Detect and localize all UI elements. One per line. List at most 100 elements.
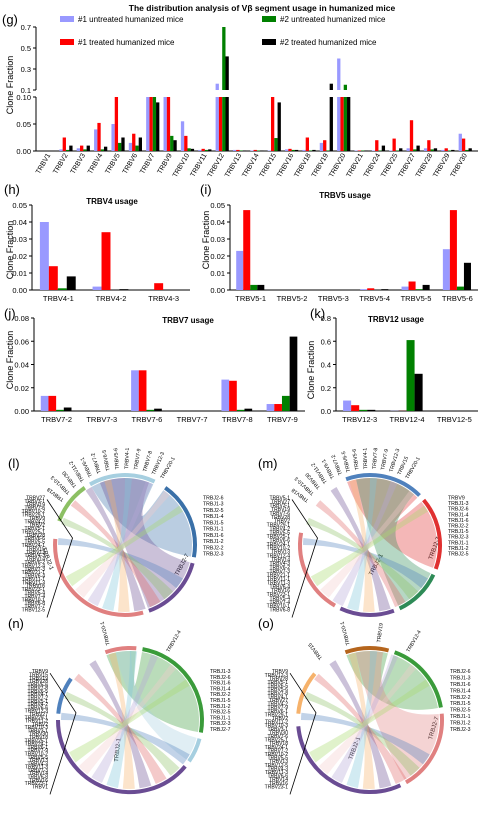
chord-v-label-left: TRBV21-1 — [22, 570, 46, 576]
x-tick-label: TRBV12-3 — [342, 415, 377, 424]
bar-g-lower — [128, 142, 133, 151]
chord-v-label-left: TRBV7-6 — [269, 511, 290, 517]
bar — [449, 210, 457, 290]
bar-g-upper — [225, 56, 229, 90]
chord-j-label: TRBJ2-3 — [448, 535, 469, 541]
chord-j-label: TRBJ2-3 — [203, 552, 224, 558]
bar — [415, 289, 423, 290]
y-tick-label-upper: 0.3 — [21, 65, 31, 74]
y-tick-label: 0.03 — [210, 235, 225, 244]
x-tick-label: TRBV12-4 — [389, 415, 424, 424]
chord-track-arc — [164, 486, 197, 558]
chord-v-label-left: TRBV10-2 — [22, 509, 46, 515]
legend-swatch-treated2 — [262, 39, 276, 45]
panel-label-j: (j) — [4, 306, 16, 321]
chord-v-label-left: TRBV2 — [29, 523, 45, 529]
chord-v-label-left: TRBV4-3 — [267, 766, 288, 772]
chord-v-label: TRBV6-5 — [102, 449, 112, 471]
chord-v-label: TRBV7-8 — [142, 450, 154, 472]
chord-v-label-left: TRBV4-2 — [269, 526, 290, 532]
chord-bracket — [289, 672, 317, 795]
bar-g-lower — [340, 97, 344, 151]
chord-v-label-left: TRBV5-5 — [24, 540, 45, 546]
chord-j-label: TRBJ1-2 — [203, 539, 224, 545]
chord-v-label-left: TRBV27 — [26, 496, 45, 502]
chord-v-label-left: TRBV23-1 — [267, 592, 291, 598]
bar — [289, 336, 298, 411]
bar — [244, 408, 253, 411]
chord-j-label: TRBJ1-6 — [448, 518, 469, 524]
chord-v-label-left: TRBV10-3 — [25, 725, 49, 731]
chord-v-label-left: TRBV10-2 — [25, 751, 49, 757]
y-tick-label: 0.04 — [12, 218, 27, 227]
chord-ribbon — [115, 650, 197, 760]
bar-g-lower — [277, 102, 281, 151]
bar — [281, 395, 290, 411]
y-tick-label: 0.2 — [321, 384, 331, 393]
bar-g-lower — [361, 150, 365, 151]
chord-v-label-left: TRBV2 — [274, 519, 290, 525]
chord-j-label: TRBJ2-7 — [210, 727, 231, 733]
chord-v-label-left: TRBV9 — [272, 669, 288, 675]
bar-g-lower — [423, 148, 428, 151]
bar — [422, 284, 430, 290]
chord-v-label-left: TRBV12-3 — [265, 673, 289, 679]
bar-g-lower — [184, 135, 188, 151]
x-tick-label: TRBV10 — [172, 152, 191, 179]
legend-label-untreated2: #2 untreated humanized mice — [280, 15, 386, 24]
bar-g-upper — [329, 83, 333, 90]
chord-v-label-left: TRBV3-1 — [267, 727, 288, 733]
bar-g-lower — [201, 148, 205, 151]
bar — [381, 289, 389, 290]
chord-track-arc — [148, 562, 195, 613]
bar — [131, 370, 139, 411]
x-tick-label: TRBV13 — [224, 152, 243, 179]
bar-g-lower — [94, 129, 98, 151]
chord-v-label-left: TRBV5-4 — [269, 596, 290, 602]
chord-v-label-left: TRBV7-7 — [24, 604, 45, 610]
bar-g-lower — [389, 150, 393, 151]
chord-ribbon — [310, 505, 428, 587]
bar-g-lower — [427, 140, 431, 151]
x-tick-label: TRBV12 — [207, 152, 226, 179]
bar-g-lower — [451, 149, 455, 151]
x-tick-label: TRBV5-4 — [359, 294, 390, 303]
chord-ribbon — [64, 691, 180, 776]
bar — [39, 222, 49, 290]
y-tick-label: 0.6 — [321, 337, 331, 346]
legend-label-treated2: #2 treated humanized mice — [280, 38, 377, 47]
y-tick-label: 0.00 — [210, 286, 225, 295]
bar — [414, 373, 423, 411]
chord-v-label-left: TRBV3-1 — [24, 499, 45, 505]
chord-j-label: TRBJ2-5 — [203, 508, 224, 514]
chord-v-label-left: TRBV24-1 — [265, 745, 289, 751]
chord-track-arc — [57, 486, 86, 522]
panel-label-g: (g) — [2, 12, 18, 27]
panel-label-l: (l) — [8, 456, 20, 471]
chord-v-label-left: TRBV18 — [269, 741, 288, 747]
chord-v-label-left: TRBV6-6 — [269, 538, 290, 544]
chord-j-label: TRBJ1-1 — [450, 714, 471, 720]
x-tick-label: TRBV11 — [190, 152, 209, 178]
bar — [154, 408, 162, 411]
chord-ribbon — [331, 654, 399, 783]
chord-bracket — [49, 672, 77, 795]
chord-v-label-left: TRBV14 — [29, 771, 48, 777]
bar — [266, 404, 275, 411]
bar-g-lower — [152, 97, 157, 151]
x-tick-label: TRBV4-1 — [43, 294, 74, 303]
bar-g-lower — [409, 120, 414, 151]
chord-j-label: TRBJ1-6 — [450, 682, 471, 688]
chord-ribbon — [320, 490, 415, 598]
bar-g-lower — [468, 148, 472, 151]
chord-v-label-left: TRBV27 — [269, 698, 288, 704]
chord-v-label-left: TRBV5-6 — [267, 687, 288, 693]
chord-ribbon — [65, 505, 183, 587]
bar — [66, 276, 76, 290]
bar — [40, 395, 49, 411]
bar-g-lower — [65, 149, 70, 151]
chord-v-label-left: TRBV6-2 — [269, 565, 290, 571]
bar-g-lower — [430, 149, 434, 151]
legend-swatch-treated1 — [60, 39, 74, 45]
y-tick-label-upper: 0.1 — [21, 86, 31, 95]
